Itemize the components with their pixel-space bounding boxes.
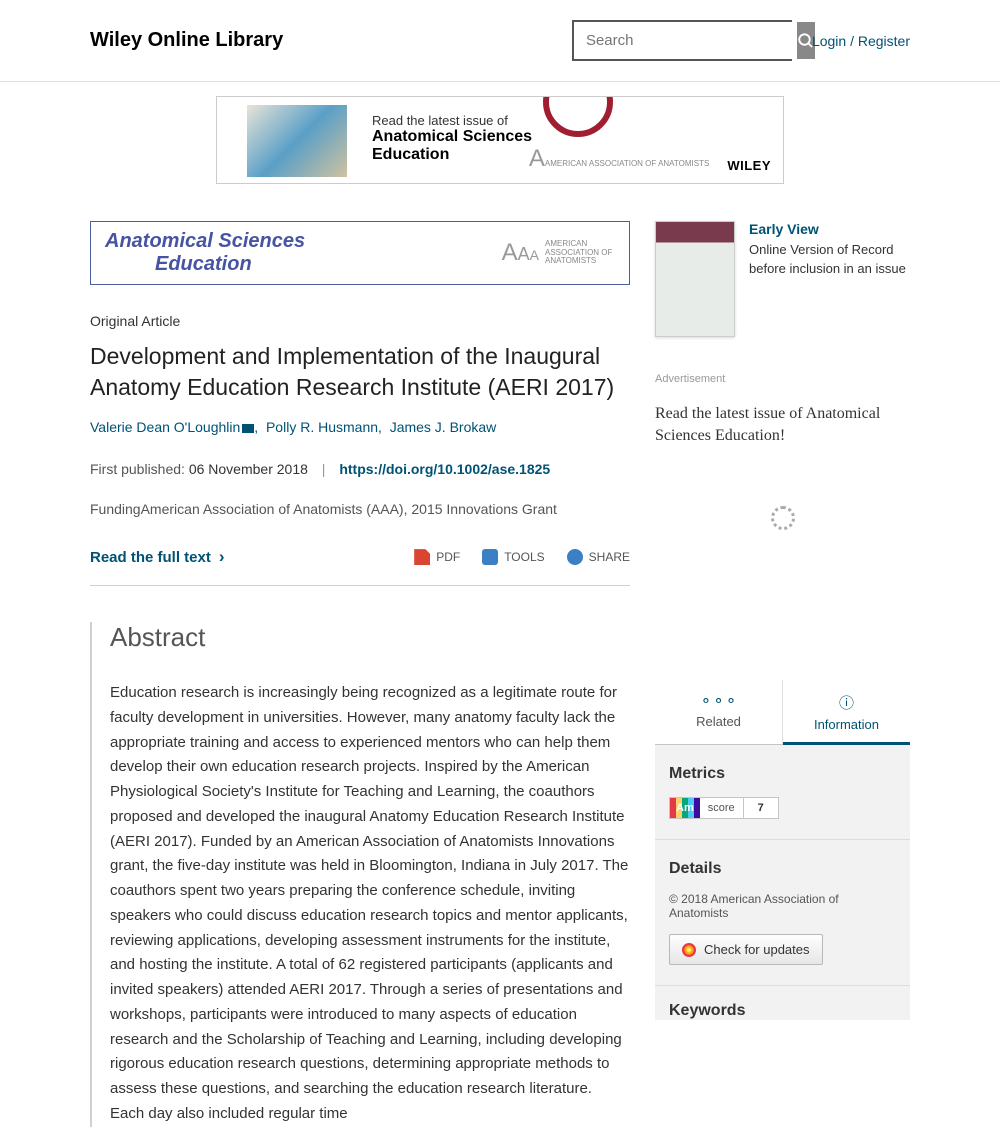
details-box: Details © 2018 American Association of A… <box>655 840 910 986</box>
altmetric-badge[interactable]: Am score 7 <box>669 797 779 819</box>
pdf-icon <box>414 549 430 565</box>
wiley-logo: WILEY <box>727 158 771 173</box>
top-ad-section: Advertisement Read the latest issue of A… <box>0 96 1000 189</box>
action-bar: Read the full text PDF TOOLS SHARE <box>90 547 630 586</box>
journal-banner[interactable]: Anatomical Sciences Education AAA AMERIC… <box>90 221 630 285</box>
author-1[interactable]: Valerie Dean O'Loughlin <box>90 419 240 435</box>
journal-name: Anatomical Sciences Education <box>105 230 305 276</box>
author-2[interactable]: Polly R. Husmann <box>266 419 378 435</box>
mail-icon[interactable] <box>242 424 254 433</box>
ad-text: Read the latest issue of Anatomical Scie… <box>372 113 532 164</box>
check-updates-button[interactable]: Check for updates <box>669 934 823 965</box>
authors-list: Valerie Dean O'Loughlin, Polly R. Husman… <box>90 419 630 435</box>
sidebar: Early View Online Version of Record befo… <box>655 203 910 1127</box>
issue-cover-thumb[interactable] <box>655 221 735 337</box>
author-3[interactable]: James J. Brokaw <box>390 419 497 435</box>
pub-date: 06 November 2018 <box>189 461 308 477</box>
crossmark-icon <box>682 943 696 957</box>
article-tools: PDF TOOLS SHARE <box>414 549 630 565</box>
site-logo[interactable]: Wiley Online Library <box>90 29 283 52</box>
early-view-block: Early View Online Version of Record befo… <box>655 221 910 337</box>
metrics-heading: Metrics <box>669 765 896 783</box>
main-column: Anatomical Sciences Education AAA AMERIC… <box>90 203 630 1127</box>
tab-information[interactable]: ⓘ Information <box>783 680 910 745</box>
search-input[interactable] <box>574 22 797 59</box>
header-right: Login / Register <box>572 20 910 61</box>
aaa-logo: AAMERICAN ASSOCIATION OF ANATOMISTS <box>529 145 709 173</box>
copyright-text: © 2018 American Association of Anatomist… <box>669 892 896 920</box>
details-heading: Details <box>669 860 896 878</box>
share-icon <box>567 549 583 565</box>
keywords-heading: Keywords <box>655 986 910 1020</box>
ad-circle-decor <box>543 96 613 137</box>
pub-label: First published: <box>90 461 185 477</box>
side-ad-label: Advertisement <box>655 373 910 385</box>
publication-info: First published: 06 November 2018 | http… <box>90 461 630 477</box>
share-button[interactable]: SHARE <box>567 549 630 565</box>
ad-line1: Read the latest issue of <box>372 113 532 128</box>
journal-assoc-logo: AAA AMERICAN ASSOCIATION OF ANATOMISTS <box>502 239 615 267</box>
abstract-text: Education research is increasingly being… <box>110 681 630 1127</box>
site-header: Wiley Online Library Login / Register <box>0 0 1000 82</box>
side-ad-text[interactable]: Read the latest issue of Anatomical Scie… <box>655 403 910 446</box>
ad-logos: AAMERICAN ASSOCIATION OF ANATOMISTS WILE… <box>529 145 771 173</box>
abstract-section: Abstract Education research is increasin… <box>90 622 630 1127</box>
early-view-link[interactable]: Early View <box>749 221 910 237</box>
doi-link[interactable]: https://doi.org/10.1002/ase.1825 <box>339 461 550 477</box>
abstract-heading: Abstract <box>110 622 630 653</box>
login-link[interactable]: Login / Register <box>812 33 910 49</box>
metrics-box: Metrics Am score 7 <box>655 745 910 840</box>
related-icon: ⚬⚬⚬ <box>655 692 782 710</box>
read-full-text-link[interactable]: Read the full text <box>90 547 225 567</box>
ad-thumbnail <box>247 105 347 177</box>
search-box <box>572 20 792 61</box>
ad-line2: Anatomical Sciences <box>372 128 532 146</box>
loading-spinner <box>771 506 795 530</box>
tab-related[interactable]: ⚬⚬⚬ Related <box>655 680 783 744</box>
article-title: Development and Implementation of the In… <box>90 341 630 403</box>
early-view-desc: Online Version of Record before inclusio… <box>749 241 910 279</box>
ad-line3: Education <box>372 146 532 164</box>
tools-button[interactable]: TOOLS <box>482 549 544 565</box>
ad-banner[interactable]: Read the latest issue of Anatomical Scie… <box>216 96 784 184</box>
pdf-button[interactable]: PDF <box>414 549 460 565</box>
info-icon: ⓘ <box>783 692 910 713</box>
wrench-icon <box>482 549 498 565</box>
sidebar-tabs: ⚬⚬⚬ Related ⓘ Information <box>655 680 910 745</box>
funding-info: FundingAmerican Association of Anatomist… <box>90 501 630 517</box>
article-type: Original Article <box>90 313 630 329</box>
